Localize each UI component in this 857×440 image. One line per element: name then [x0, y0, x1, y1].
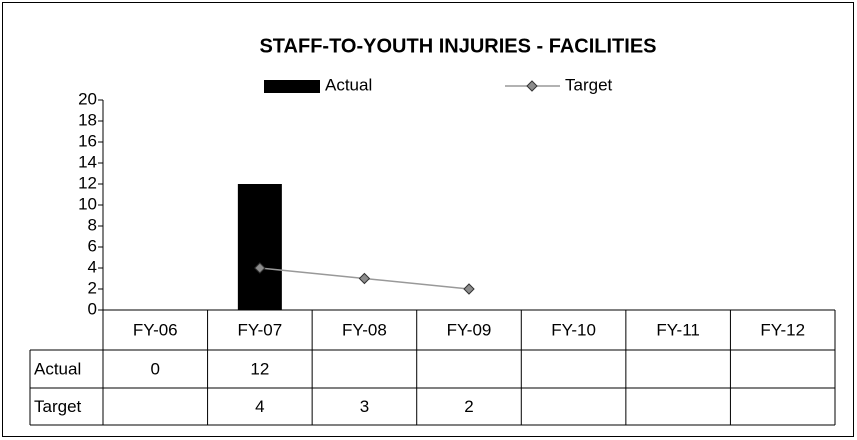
table-row-label: Target — [34, 397, 82, 416]
table-row-label: Actual — [34, 359, 81, 378]
y-tick-label: 18 — [78, 110, 97, 129]
y-tick-label: 4 — [88, 257, 97, 276]
legend-label: Target — [565, 75, 613, 94]
y-tick-label: 6 — [88, 236, 97, 255]
x-tick-label: FY-08 — [342, 320, 387, 339]
legend-marker — [526, 80, 538, 92]
x-tick-label: FY-11 — [656, 320, 699, 339]
line-marker — [254, 262, 266, 274]
y-tick-label: 0 — [88, 299, 97, 318]
x-tick-label: FY-12 — [760, 320, 805, 339]
legend-label: Actual — [325, 75, 372, 94]
table-cell: 12 — [250, 359, 269, 378]
x-tick-label: FY-07 — [237, 320, 282, 339]
legend-swatch — [264, 80, 320, 93]
table-cell: 3 — [360, 397, 369, 416]
x-tick-label: FY-06 — [133, 320, 178, 339]
line-marker — [463, 283, 475, 295]
y-tick-label: 10 — [78, 194, 97, 213]
y-tick-label: 20 — [78, 89, 97, 108]
y-tick-label: 16 — [78, 131, 97, 150]
y-tick-label: 12 — [78, 173, 97, 192]
chart-title: STAFF-TO-YOUTH INJURIES - FACILITIES — [259, 35, 656, 57]
table-cell: 4 — [255, 397, 264, 416]
y-tick-label: 2 — [88, 278, 97, 297]
y-tick-label: 8 — [88, 215, 97, 234]
x-tick-label: FY-10 — [551, 320, 596, 339]
line-marker — [358, 272, 371, 285]
table-cell: 2 — [464, 397, 473, 416]
y-tick-label: 14 — [78, 152, 97, 171]
table-cell: 0 — [151, 359, 160, 378]
bar — [237, 184, 282, 310]
x-tick-label: FY-09 — [447, 320, 492, 339]
